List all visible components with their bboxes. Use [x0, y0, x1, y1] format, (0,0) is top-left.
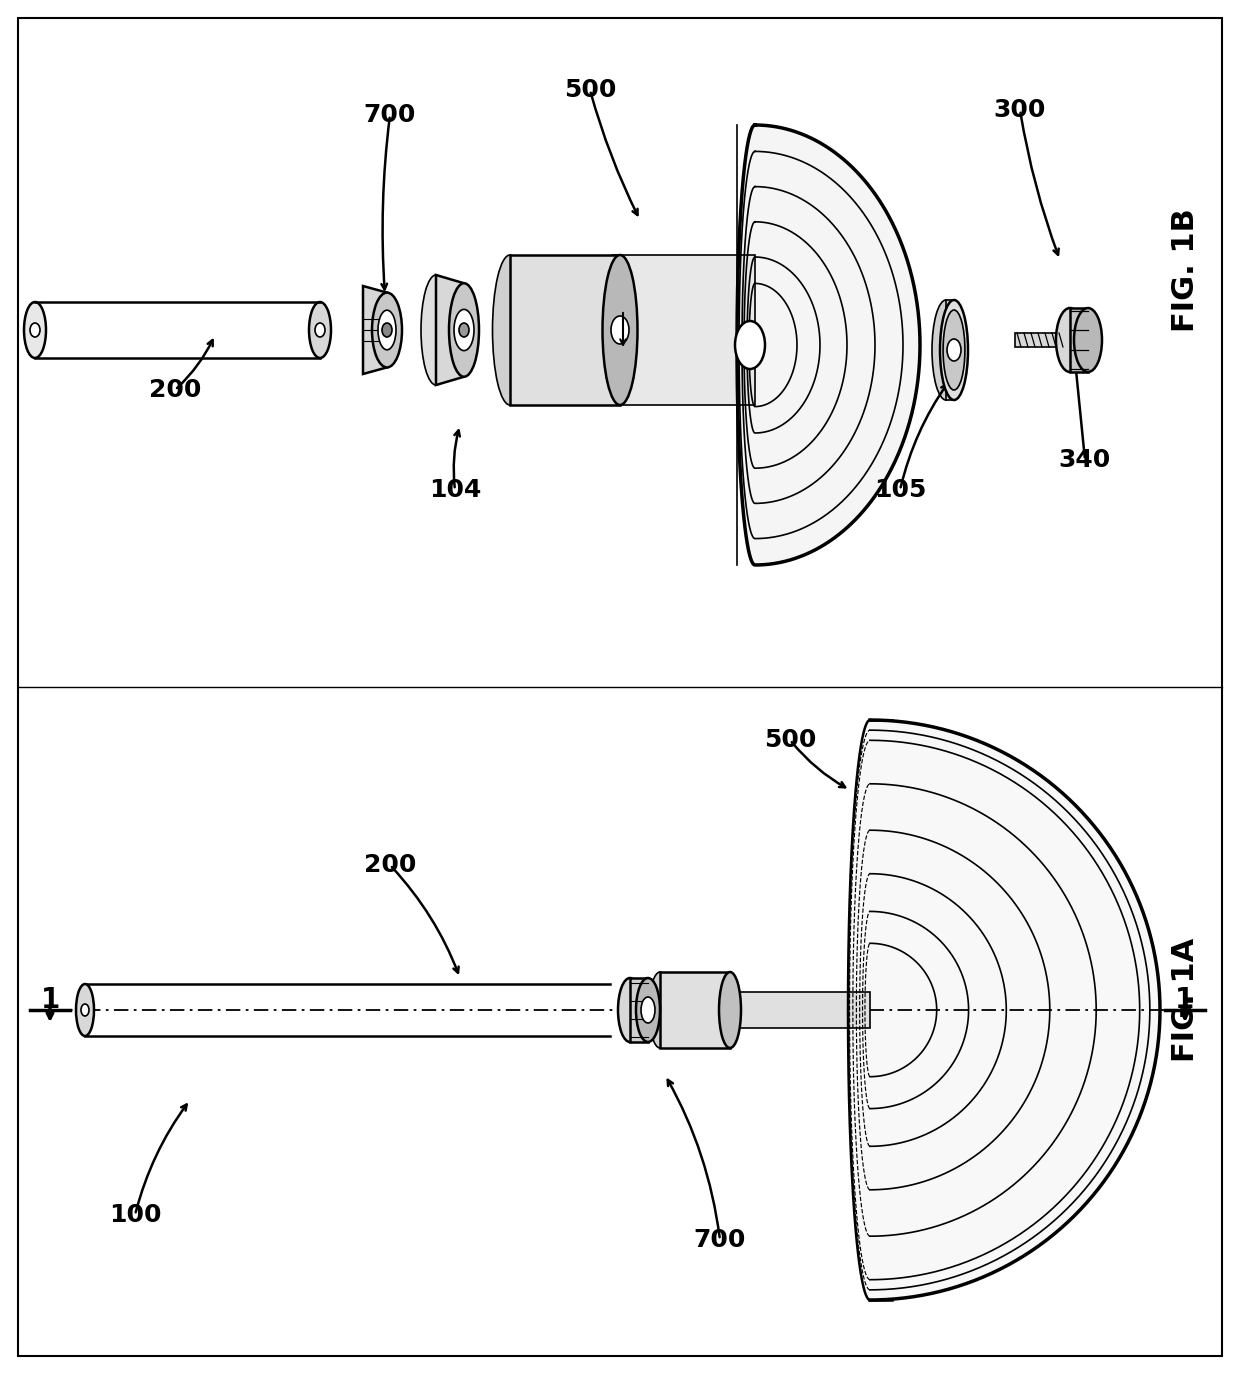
Bar — [86, 984, 610, 1036]
Text: 700: 700 — [694, 1228, 746, 1252]
Text: 105: 105 — [874, 478, 926, 502]
Bar — [1016, 333, 1070, 348]
Bar — [510, 256, 620, 405]
Ellipse shape — [1074, 308, 1102, 372]
Text: 100: 100 — [109, 1204, 161, 1227]
Text: 200: 200 — [363, 853, 417, 877]
Ellipse shape — [944, 311, 965, 390]
Polygon shape — [436, 275, 464, 385]
Ellipse shape — [1056, 308, 1084, 372]
Ellipse shape — [492, 256, 527, 405]
Text: FIG. 1A: FIG. 1A — [1171, 938, 1199, 1062]
Ellipse shape — [315, 323, 325, 337]
Text: 700: 700 — [363, 103, 417, 126]
Text: 340: 340 — [1059, 448, 1111, 473]
Ellipse shape — [947, 339, 961, 361]
Text: FIG. 1B: FIG. 1B — [1171, 207, 1199, 333]
Ellipse shape — [24, 302, 46, 359]
Text: 500: 500 — [564, 78, 616, 102]
Ellipse shape — [81, 1004, 89, 1015]
Ellipse shape — [611, 316, 629, 344]
Ellipse shape — [372, 293, 402, 367]
Ellipse shape — [603, 256, 637, 405]
Polygon shape — [737, 125, 920, 565]
Polygon shape — [363, 286, 387, 374]
Ellipse shape — [30, 323, 40, 337]
Ellipse shape — [641, 998, 655, 1024]
Bar — [730, 992, 870, 1028]
Bar — [1070, 308, 1087, 372]
Ellipse shape — [618, 978, 642, 1041]
Ellipse shape — [735, 322, 765, 370]
Ellipse shape — [636, 978, 660, 1041]
Text: 500: 500 — [764, 728, 816, 752]
Ellipse shape — [309, 302, 331, 359]
Ellipse shape — [449, 283, 479, 376]
Polygon shape — [848, 720, 1159, 1300]
Ellipse shape — [719, 971, 742, 1048]
Text: 300: 300 — [993, 98, 1047, 122]
Ellipse shape — [422, 275, 451, 385]
Bar — [946, 300, 954, 400]
Bar — [630, 978, 649, 1041]
Ellipse shape — [649, 971, 671, 1048]
Bar — [613, 256, 755, 405]
Text: 1: 1 — [41, 987, 60, 1014]
Ellipse shape — [378, 311, 396, 350]
Bar — [660, 971, 730, 1048]
Text: 200: 200 — [149, 378, 201, 403]
Text: 1: 1 — [1176, 987, 1194, 1014]
Ellipse shape — [454, 309, 474, 350]
Ellipse shape — [76, 984, 94, 1036]
Ellipse shape — [940, 300, 968, 400]
Ellipse shape — [459, 323, 469, 337]
Ellipse shape — [382, 323, 392, 337]
Text: 104: 104 — [429, 478, 481, 502]
Ellipse shape — [932, 300, 960, 400]
